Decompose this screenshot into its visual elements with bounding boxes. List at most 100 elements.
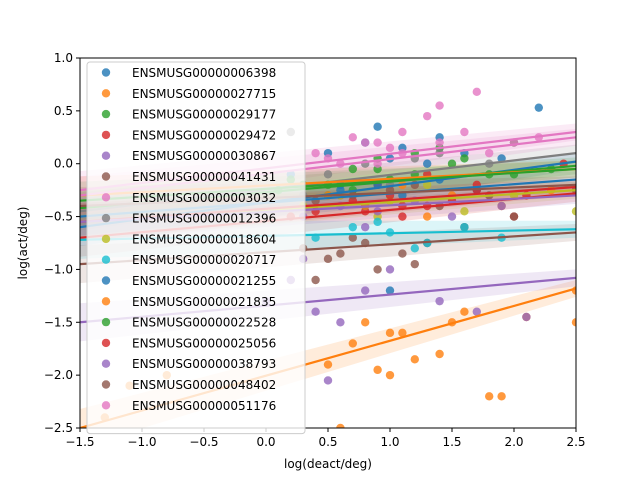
legend-entry: ENSMUSG00000021255	[132, 274, 276, 288]
data-point	[460, 207, 469, 216]
data-point	[435, 296, 444, 306]
legend-entry: ENSMUSG00000041431	[132, 170, 276, 184]
data-point	[410, 259, 419, 269]
legend-marker	[101, 401, 111, 410]
legend-entry: ENSMUSG00000021835	[132, 295, 276, 309]
y-axis-ticks: −2.5 −2.0 −1.5 −1.0 −0.5 0.0 0.5 1.0	[44, 51, 80, 435]
legend-marker	[101, 68, 111, 77]
data-point	[348, 233, 357, 242]
data-point	[447, 212, 457, 221]
data-point	[323, 254, 333, 264]
data-point	[361, 286, 370, 295]
data-point	[410, 355, 419, 364]
legend-marker	[101, 359, 111, 368]
legend-box	[86, 61, 306, 435]
legend-marker	[101, 89, 111, 98]
legend-marker	[101, 213, 111, 223]
data-point	[373, 122, 382, 131]
legend-marker	[101, 109, 111, 119]
data-point	[571, 207, 576, 216]
legend-entry: ENSMUSG00000020717	[132, 253, 276, 267]
x-tick-label: −1.5	[65, 435, 94, 449]
legend-entry: ENSMUSG00000030867	[132, 149, 276, 163]
legend-entry: ENSMUSG00000038793	[132, 357, 276, 371]
legend: ENSMUSG00000006398 ENSMUSG00000027715 ENSM…	[86, 61, 306, 435]
legend-entry: ENSMUSG00000029177	[132, 108, 276, 122]
data-point	[460, 127, 469, 137]
data-point	[398, 212, 407, 221]
data-point	[460, 222, 469, 232]
data-point	[410, 244, 419, 253]
legend-entry: ENSMUSG00000025056	[132, 336, 276, 350]
y-tick-label: 1.0	[54, 51, 73, 65]
data-point	[435, 138, 444, 147]
legend-marker	[101, 297, 111, 306]
data-point	[485, 148, 494, 158]
legend-entry: ENSMUSG00000003032	[132, 191, 276, 205]
data-point	[311, 275, 320, 285]
data-point	[323, 170, 333, 179]
data-point	[472, 87, 481, 97]
x-tick-label: −0.5	[189, 435, 218, 449]
legend-marker	[101, 276, 111, 285]
data-point	[323, 360, 333, 369]
x-tick-label: 0.5	[318, 435, 337, 449]
data-point	[522, 312, 531, 322]
legend-entry: ENSMUSG00000022528	[132, 316, 276, 330]
x-axis-ticks: −1.5 −1.0 −0.5 0.0 0.5 1.0 1.5 2.0 2.5	[65, 428, 586, 449]
legend-entry: ENSMUSG00000029472	[132, 128, 276, 142]
legend-marker	[101, 380, 111, 389]
x-tick-label: 2.0	[504, 435, 523, 449]
data-point	[423, 159, 432, 168]
y-tick-label: −0.5	[44, 210, 73, 224]
data-point	[398, 328, 407, 338]
data-point	[435, 101, 444, 110]
legend-entry: ENSMUSG00000027715	[132, 87, 276, 101]
legend-marker	[101, 338, 111, 348]
legend-entry: ENSMUSG00000012396	[132, 212, 276, 226]
x-tick-label: 1.5	[442, 435, 461, 449]
legend-marker	[101, 193, 111, 202]
data-point	[348, 222, 357, 232]
data-point	[423, 212, 432, 221]
data-point	[435, 349, 444, 359]
data-point	[398, 127, 407, 137]
data-point	[547, 185, 556, 195]
data-point	[361, 318, 370, 327]
data-point	[460, 307, 469, 316]
data-point	[311, 307, 320, 316]
x-tick-label: 2.5	[566, 435, 585, 449]
data-point	[323, 376, 333, 385]
data-point	[485, 392, 494, 401]
data-point	[348, 164, 357, 174]
legend-entry: ENSMUSG00000048402	[132, 378, 276, 392]
data-point	[385, 143, 395, 153]
legend-marker	[101, 255, 111, 264]
y-tick-label: 0.0	[54, 157, 73, 171]
x-axis-label: log(deact/deg)	[284, 457, 372, 471]
data-point	[336, 423, 345, 428]
data-point	[460, 154, 469, 163]
legend-entry: ENSMUSG00000051176	[132, 399, 276, 413]
data-point	[336, 318, 345, 327]
data-point	[373, 217, 382, 227]
data-point	[534, 103, 543, 112]
data-point	[336, 249, 345, 258]
y-axis-label: log(act/deg)	[16, 207, 30, 280]
data-point	[398, 249, 407, 258]
legend-marker	[101, 172, 111, 181]
data-point	[348, 133, 357, 142]
y-tick-label: −1.5	[44, 315, 73, 329]
y-tick-label: −1.0	[44, 262, 73, 276]
data-point	[373, 365, 382, 375]
data-point	[447, 159, 457, 168]
data-point	[385, 286, 395, 295]
data-point	[571, 318, 576, 327]
legend-entry: ENSMUSG00000006398	[132, 66, 276, 80]
data-point	[423, 111, 432, 121]
x-tick-label: −1.0	[127, 435, 156, 449]
data-point	[472, 307, 481, 316]
data-point	[385, 265, 395, 274]
data-point	[423, 180, 432, 190]
